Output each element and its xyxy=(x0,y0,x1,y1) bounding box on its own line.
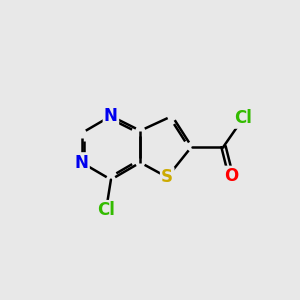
Text: Cl: Cl xyxy=(234,110,252,128)
Text: O: O xyxy=(224,167,238,185)
Text: Cl: Cl xyxy=(97,201,115,219)
Text: N: N xyxy=(75,154,88,172)
Text: N: N xyxy=(104,107,118,125)
Text: S: S xyxy=(161,168,173,186)
